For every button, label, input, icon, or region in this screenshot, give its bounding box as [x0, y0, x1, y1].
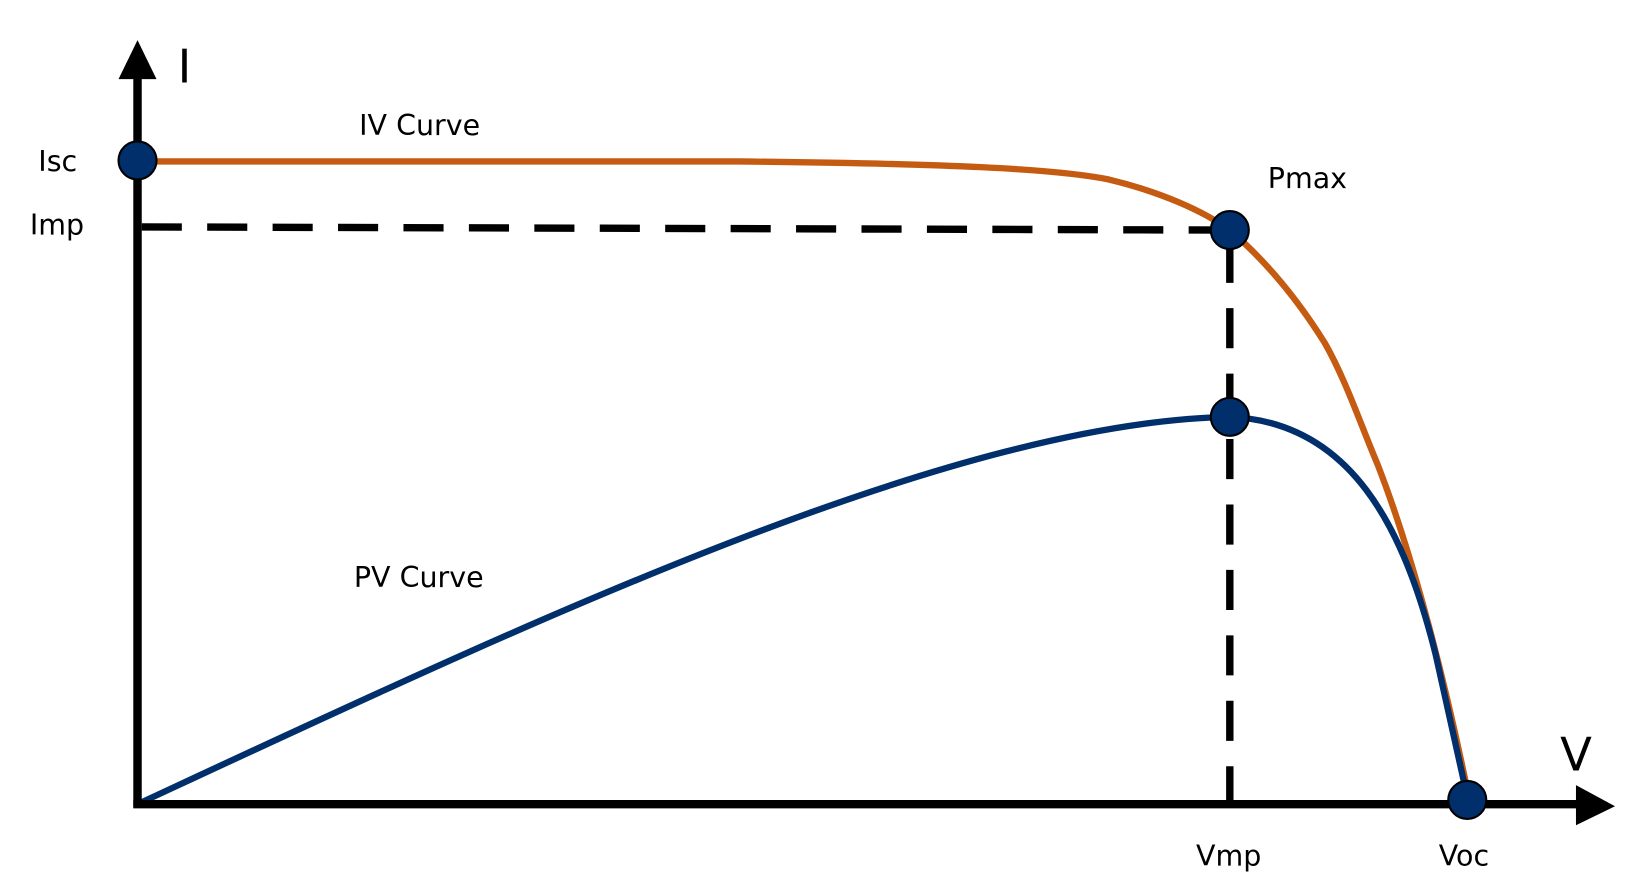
pv-curve	[136, 413, 1471, 808]
pv-curve-label: PV Curve	[354, 561, 484, 594]
pmax-iv-point	[1209, 210, 1250, 251]
voc-label: Voc	[1439, 839, 1489, 872]
vmp-label: Vmp	[1196, 839, 1261, 872]
pmax-pv-point	[1209, 396, 1250, 437]
voc-point	[1447, 779, 1488, 821]
y-axis-arrow	[118, 40, 157, 80]
iv-curve	[137, 158, 1473, 801]
isc-point	[117, 140, 158, 181]
imp-guide-line	[141, 223, 1230, 234]
x-axis-arrow	[1575, 785, 1616, 826]
y-axis-label: I	[178, 39, 192, 93]
x-axis-label: V	[1560, 727, 1592, 781]
iv-curve-label: IV Curve	[359, 109, 480, 142]
isc-label: Isc	[38, 145, 77, 178]
pmax-label: Pmax	[1268, 162, 1347, 195]
imp-label: Imp	[30, 208, 84, 241]
